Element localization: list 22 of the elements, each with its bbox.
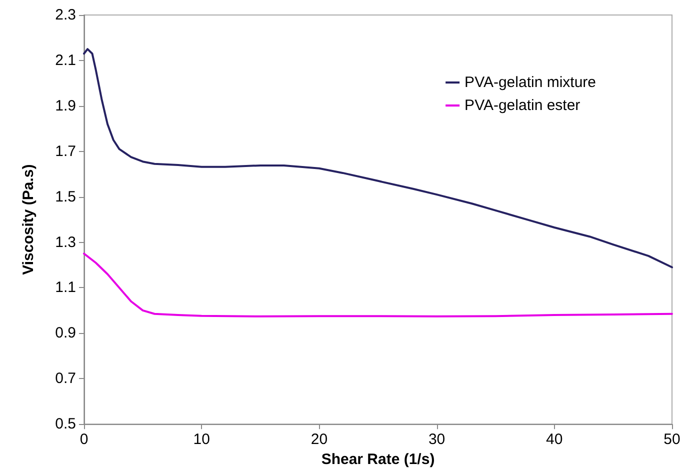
x-tick-label: 0 <box>80 431 88 448</box>
y-tick-label: 0.5 <box>55 416 76 433</box>
legend-label: PVA-gelatin ester <box>464 97 580 114</box>
x-tick-label: 20 <box>310 431 328 448</box>
y-tick-label: 1.3 <box>55 234 76 251</box>
y-tick-label: 1.5 <box>55 188 76 206</box>
x-tick-label: 30 <box>428 431 446 448</box>
legend-label: PVA-gelatin mixture <box>464 74 596 91</box>
x-tick-label: 10 <box>193 431 210 448</box>
x-axis-title: Shear Rate (1/s) <box>321 451 435 468</box>
y-tick-label: 2.1 <box>55 52 76 69</box>
x-tick-label: 40 <box>546 431 563 448</box>
x-tick-label: 50 <box>664 431 680 448</box>
y-axis-title: Viscosity (Pa.s) <box>20 164 37 275</box>
y-tick-label: 1.1 <box>55 279 76 296</box>
y-tick-label: 1.9 <box>55 97 76 114</box>
y-tick-label: 0.7 <box>55 370 76 388</box>
line-series <box>83 252 673 318</box>
y-tick-label: 1.7 <box>55 142 76 160</box>
y-tick-label: 2.3 <box>55 6 76 24</box>
line-series <box>83 48 673 268</box>
y-tick-label: 0.9 <box>55 324 76 342</box>
